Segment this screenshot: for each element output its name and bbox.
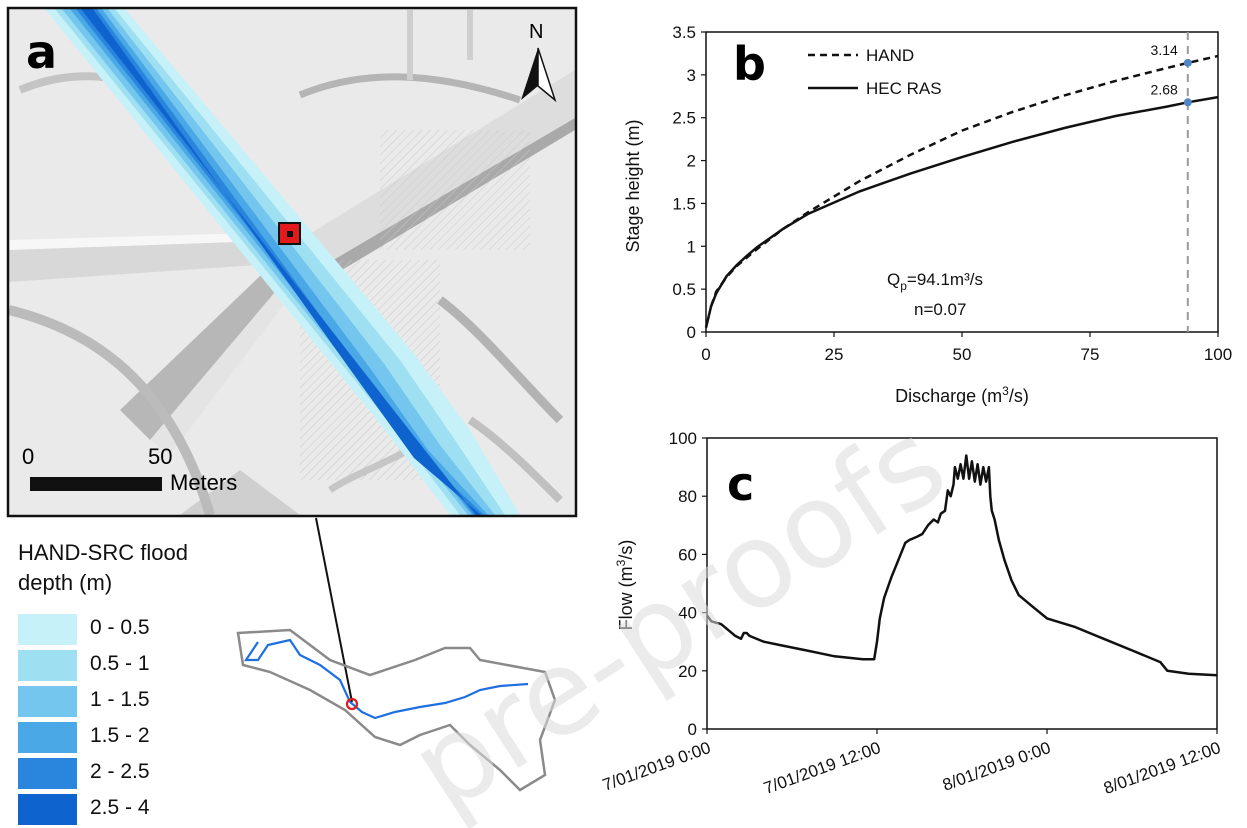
catchment-boundary (236, 628, 557, 792)
north-arrow-icon: N (521, 21, 557, 103)
legend-swatch (18, 794, 77, 825)
b-y-axis-title: Stage height (m) (623, 119, 643, 252)
b-y-tick-label: 0.5 (672, 280, 696, 299)
b-markers-group: 3.14 2.68 (1151, 32, 1192, 332)
gauge-marker-center (287, 231, 293, 237)
panel-a-letter: a (26, 25, 57, 79)
c-plot-frame (706, 437, 1218, 730)
b-y-tick-label: 2.5 (672, 109, 696, 128)
c-y-axis-title: Flow (m3/s) (614, 540, 636, 631)
legend-swatch (18, 686, 77, 717)
b-series-group (704, 54, 1219, 328)
legend-swatch (18, 758, 77, 789)
b-marker-label: 3.14 (1151, 42, 1178, 58)
c-x-tick-label: 8/01/2019 0:00 (940, 738, 1053, 795)
b-y-tick-label: 1.5 (672, 194, 696, 213)
leader-line (315, 517, 353, 703)
b-x-tick-label: 25 (825, 345, 844, 364)
legend-label: 1.5 - 2 (90, 724, 150, 747)
b-legend: HAND HEC RAS (808, 46, 942, 98)
b-marker-label: 2.68 (1151, 81, 1178, 97)
c-x-tick-label: 7/01/2019 12:00 (761, 738, 883, 798)
b-marker-point (1183, 98, 1192, 107)
flood-band-2.5-4 (81, 9, 481, 515)
legend-title-line2: depth (m) (18, 570, 113, 595)
b-y-tick-label: 1 (687, 237, 696, 256)
terrain-hillshade (9, 9, 575, 515)
gauge-location-circle (345, 697, 359, 711)
flood-band-2-2.5 (76, 9, 484, 515)
legend-label: 0 - 0.5 (90, 616, 150, 639)
b-x-tick-label: 100 (1204, 345, 1232, 364)
panel-a-map: a N 0 50 Meters (6, 6, 578, 518)
legend-swatch (18, 614, 77, 645)
b-x-tick-label: 50 (953, 345, 972, 364)
legend-hand-label: HAND (866, 46, 914, 65)
scale-label-units: Meters (170, 470, 237, 495)
b-series-hand-line (709, 54, 1219, 307)
c-y-tick-label: 20 (678, 662, 697, 681)
b-x-tick-label: 0 (701, 345, 710, 364)
scale-label-0: 0 (22, 444, 34, 469)
b-x-axis-title: Discharge (m3/s) (895, 384, 1029, 406)
panel-b-chart: 0 25 50 75 100 0 0.5 1 1.5 2 2.5 3 3.5 3.14 2.68 b HA… (623, 23, 1232, 406)
c-flow-line (705, 454, 1218, 677)
c-x-tick-label: 8/01/2019 12:00 (1101, 738, 1223, 798)
c-y-tick-label: 0 (688, 720, 697, 739)
panel-c-letter: c (727, 457, 754, 511)
legend-title-line1: HAND-SRC flood (18, 540, 188, 565)
catchment-inset (236, 628, 557, 792)
c-y-tick-label: 100 (669, 429, 697, 448)
c-x-tick-label: 7/01/2019 0:00 (600, 738, 713, 795)
scale-label-50: 50 (148, 444, 172, 469)
c-series-group (705, 454, 1218, 677)
b-x-tick-label: 75 (1081, 345, 1100, 364)
b-y-tick-label: 3 (687, 66, 696, 85)
b-y-tick-label: 0 (687, 323, 696, 342)
scale-bar: 0 50 Meters (22, 444, 237, 495)
b-axes: 0 25 50 75 100 0 0.5 1 1.5 2 2.5 3 3.5 (672, 23, 1232, 364)
b-marker-point (1183, 58, 1192, 67)
map-frame (6, 6, 578, 518)
b-y-tick-label: 2 (687, 152, 696, 171)
legend-swatch (18, 650, 77, 681)
legend-swatch (18, 722, 77, 753)
b-annotation-q: Qp=94.1m³/s (887, 270, 983, 293)
b-y-tick-label: 3.5 (672, 23, 696, 42)
legend-label: 2.5 - 4 (90, 796, 150, 819)
c-y-tick-label: 40 (678, 604, 697, 623)
panel-b-letter: b (733, 37, 766, 91)
legend-label: 1 - 1.5 (90, 688, 150, 711)
legend-label: 2 - 2.5 (90, 760, 150, 783)
c-y-tick-label: 80 (678, 487, 697, 506)
c-y-tick-label: 60 (678, 545, 697, 564)
north-label: N (529, 21, 543, 43)
b-annotation-n: n=0.07 (914, 300, 966, 319)
legend-hecras-label: HEC RAS (866, 79, 942, 98)
scale-bar-rect (30, 477, 162, 491)
legend-label: 0.5 - 1 (90, 652, 150, 675)
b-series-hecras-line (704, 95, 1219, 328)
legend-title: HAND-SRC flood depth (m) (18, 538, 188, 598)
